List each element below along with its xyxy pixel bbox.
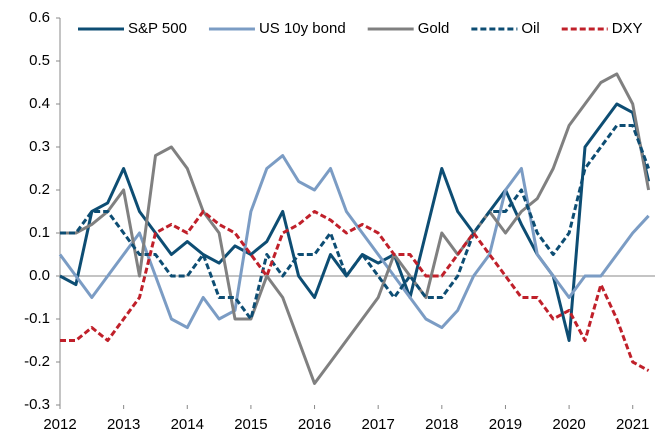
x-tick-label: 2012 [43,416,76,433]
y-tick-label: 0.0 [29,267,50,284]
x-tick-label: 2016 [298,416,331,433]
y-tick-label: -0.3 [24,396,50,413]
series-line [60,210,650,372]
y-tick-label: -0.1 [24,310,50,327]
legend-label: Oil [521,20,539,37]
x-tick-label: 2019 [489,416,522,433]
y-tick-label: 0.5 [29,52,50,69]
x-tick-label: 2018 [425,416,458,433]
x-tick-label: 2021 [616,416,649,433]
x-tick-label: 2014 [171,416,204,433]
x-tick-label: 2020 [552,416,585,433]
series-line [60,124,651,321]
x-tick-label: 2017 [361,416,394,433]
y-tick-label: 0.1 [29,224,50,241]
y-tick-label: 0.2 [29,181,50,198]
legend-label: US 10y bond [259,20,346,37]
y-tick-label: 0.4 [29,95,50,112]
legend-label: S&P 500 [128,20,187,37]
series-line [60,72,651,385]
legend-label: Gold [418,20,450,37]
legend-label: DXY [612,20,643,37]
x-tick-label: 2013 [107,416,140,433]
y-tick-label: 0.6 [29,9,50,26]
y-tick-label: -0.2 [24,353,50,370]
y-tick-label: 0.3 [29,138,50,155]
series-line [58,154,650,330]
x-tick-label: 2015 [234,416,267,433]
